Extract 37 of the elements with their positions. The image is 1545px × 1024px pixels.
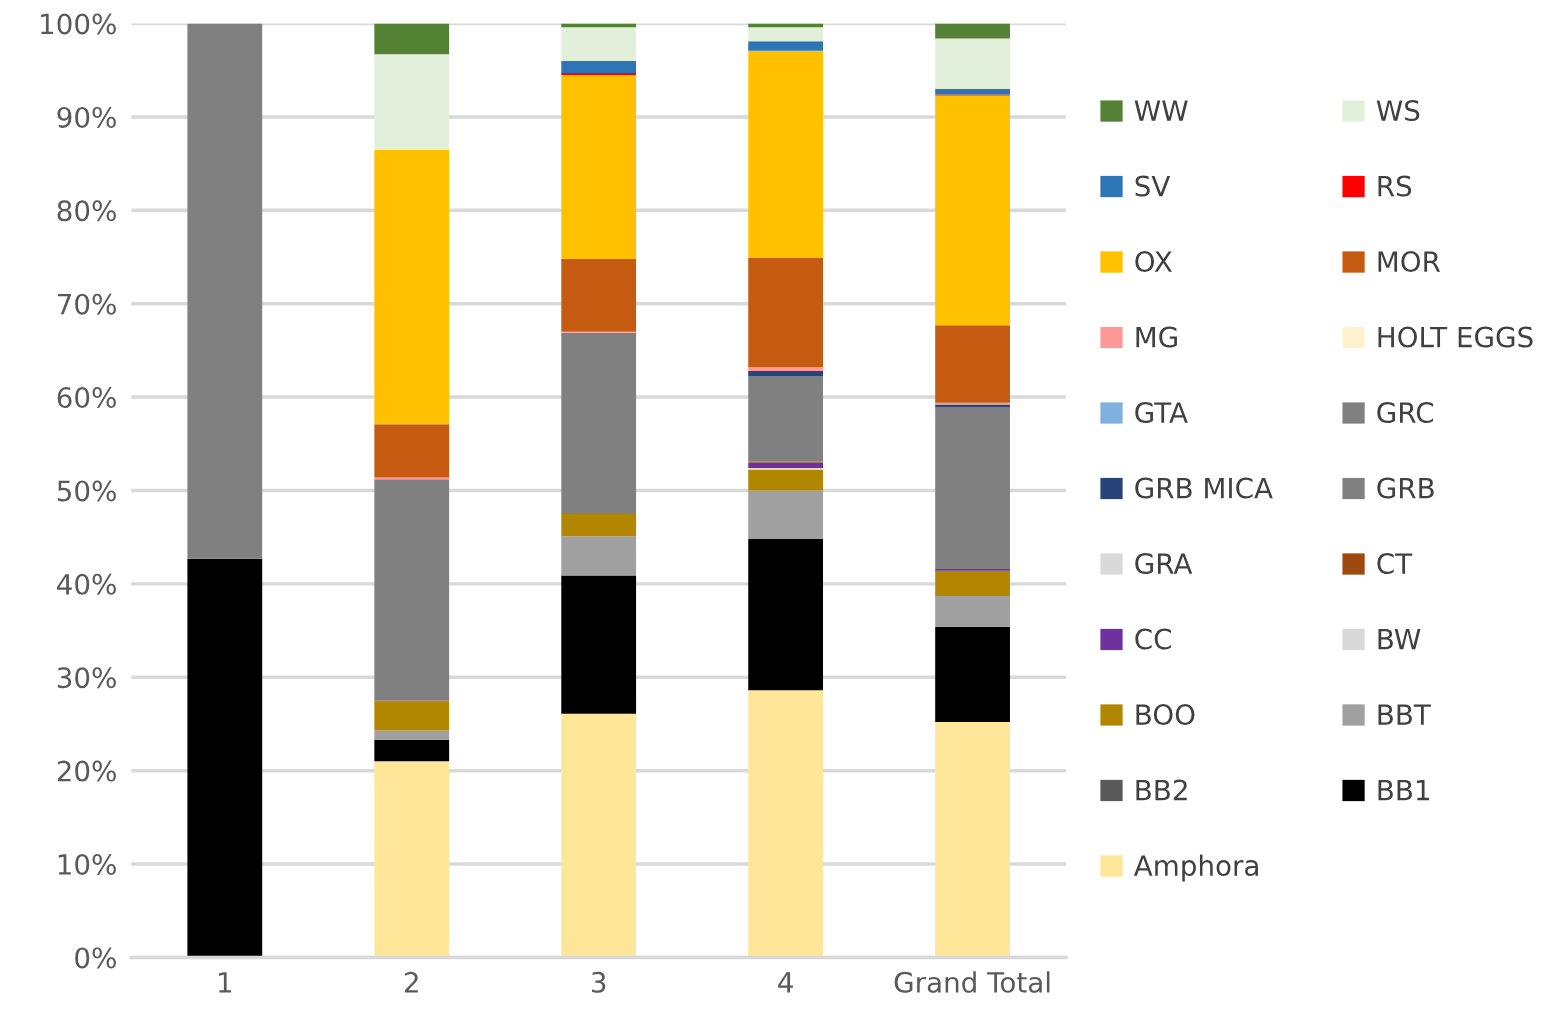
x-tick-label: 1 — [219, 972, 232, 993]
y-tick-label: 0% — [75, 947, 116, 969]
legend-label: BW — [1378, 628, 1421, 650]
legend-label: GRA — [1135, 553, 1193, 575]
legend-label: GRB — [1377, 477, 1434, 499]
x-tick-label: Grand Total — [894, 971, 1050, 993]
legend-label: RS — [1378, 175, 1412, 197]
x-tick-label: 2 — [404, 971, 418, 993]
legend-label: BOO — [1136, 704, 1195, 726]
legend-label: Amphora — [1133, 854, 1258, 882]
y-tick-label: 70% — [57, 293, 116, 315]
y-tick-label: 10% — [58, 853, 116, 875]
y-tick-label: 50% — [57, 480, 116, 502]
legend-label: GRB MICA — [1135, 477, 1273, 499]
y-tick-label: 20% — [57, 760, 116, 782]
legend-label: BBT — [1378, 704, 1431, 725]
legend-label: CC — [1135, 628, 1172, 650]
legend-label: WS — [1376, 100, 1420, 122]
y-tick-label: 80% — [57, 200, 116, 222]
legend-label: WW — [1134, 100, 1188, 121]
legend-label: OX — [1135, 251, 1172, 273]
legend-label: BB1 — [1378, 779, 1429, 801]
y-tick-label: 30% — [57, 667, 116, 689]
x-tick-label: 3 — [591, 971, 606, 993]
legend-label: SV — [1135, 175, 1171, 197]
legend-label: GRC — [1377, 402, 1434, 424]
legend-label: BB2 — [1136, 779, 1187, 801]
legend-label: CT — [1377, 553, 1413, 575]
y-tick-label: 90% — [57, 106, 116, 128]
y-tick-label: 40% — [57, 573, 116, 595]
y-tick-label: 60% — [57, 387, 116, 409]
legend-label: GTA — [1135, 402, 1188, 424]
legend-label: MG — [1136, 326, 1177, 348]
y-tick-label: 100% — [41, 13, 116, 35]
legend-label: HOLT EGGS — [1378, 326, 1533, 348]
x-tick-label: 4 — [778, 972, 793, 993]
legend-label: MOR — [1378, 251, 1441, 273]
